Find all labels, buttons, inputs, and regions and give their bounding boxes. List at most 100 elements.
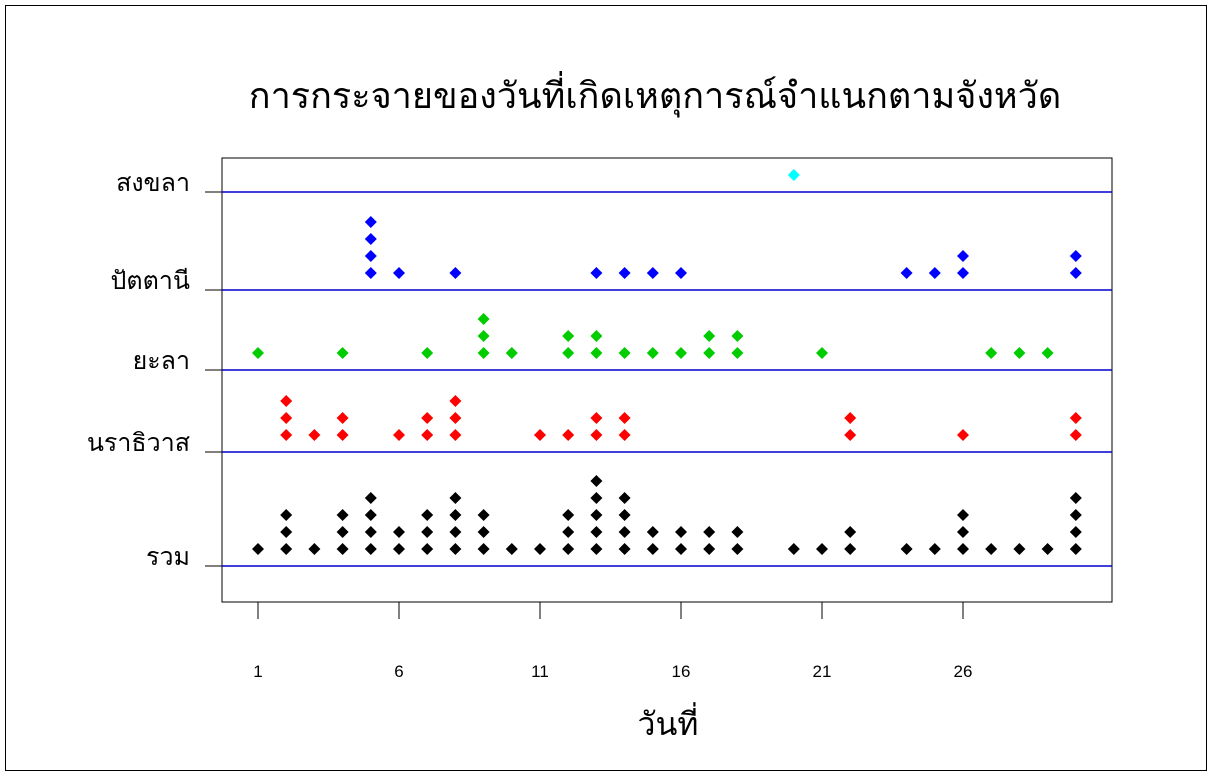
- data-point: [703, 543, 716, 555]
- data-point: [816, 543, 828, 555]
- x-tick-label: 21: [813, 662, 832, 681]
- data-point: [562, 429, 575, 441]
- data-point: [449, 429, 462, 441]
- data-point: [477, 509, 490, 521]
- data-point: [477, 347, 490, 359]
- data-point: [1069, 543, 1082, 555]
- data-point: [646, 526, 659, 538]
- data-point: [562, 526, 575, 538]
- data-point: [477, 313, 490, 325]
- data-point: [336, 543, 349, 555]
- data-point: [364, 267, 377, 279]
- data-point: [590, 543, 603, 555]
- plot-area: [221, 157, 1113, 603]
- data-point: [280, 395, 293, 407]
- y-tick-label: ปัตตานี: [111, 266, 190, 295]
- data-point: [985, 543, 998, 555]
- data-point: [844, 526, 857, 538]
- data-point: [590, 330, 603, 342]
- data-point: [421, 347, 434, 359]
- data-point: [534, 543, 546, 555]
- data-point: [505, 347, 518, 359]
- data-point: [449, 492, 462, 504]
- data-point: [364, 250, 377, 262]
- data-point: [449, 395, 462, 407]
- data-point: [675, 526, 687, 538]
- data-point: [449, 267, 462, 279]
- data-point: [336, 412, 349, 424]
- data-point: [731, 526, 744, 538]
- data-point: [590, 509, 603, 521]
- data-point: [618, 543, 631, 555]
- x-tick-label: 11: [531, 662, 549, 681]
- data-point: [393, 429, 405, 441]
- data-point: [562, 543, 575, 555]
- data-points: [252, 169, 1082, 555]
- data-point: [336, 429, 349, 441]
- data-point: [590, 412, 603, 424]
- data-point: [364, 216, 377, 228]
- data-point: [1069, 250, 1082, 262]
- data-point: [449, 509, 462, 521]
- series-3: [364, 216, 1082, 279]
- data-point: [787, 543, 800, 555]
- data-point: [421, 543, 434, 555]
- data-point: [1069, 526, 1082, 538]
- series-1: [280, 395, 1082, 441]
- data-point: [590, 475, 603, 487]
- data-point: [280, 543, 293, 555]
- data-point: [731, 330, 744, 342]
- data-point: [449, 526, 462, 538]
- data-point: [618, 267, 631, 279]
- data-point: [787, 169, 800, 181]
- series-4: [787, 169, 800, 181]
- data-point: [280, 509, 293, 521]
- chart-title: การกระจายของวันที่เกิดเหตุการณ์จำแนกตามจ…: [249, 71, 1061, 118]
- series-2: [252, 313, 1054, 359]
- data-point: [336, 509, 349, 521]
- data-point: [590, 429, 603, 441]
- data-point: [928, 267, 941, 279]
- data-point: [900, 543, 913, 555]
- data-point: [590, 347, 603, 359]
- x-axis: 1 6 11 16 21 26: [253, 602, 972, 681]
- data-point: [336, 347, 349, 359]
- data-point: [308, 429, 321, 441]
- data-point: [900, 267, 913, 279]
- data-point: [1069, 412, 1082, 424]
- data-point: [308, 543, 321, 555]
- data-point: [618, 509, 631, 521]
- data-point: [505, 543, 518, 555]
- data-point: [562, 509, 575, 521]
- data-point: [336, 526, 349, 538]
- data-point: [816, 347, 828, 359]
- data-point: [675, 543, 687, 555]
- data-point: [280, 429, 293, 441]
- category-grid-lines: [222, 191, 1112, 567]
- data-point: [1069, 429, 1082, 441]
- data-point: [252, 347, 264, 359]
- data-point: [1069, 267, 1082, 279]
- data-point: [364, 509, 377, 521]
- data-point: [393, 526, 405, 538]
- data-point: [618, 526, 631, 538]
- chart-frame: [5, 5, 1207, 771]
- data-point: [477, 526, 490, 538]
- data-point: [928, 543, 941, 555]
- data-point: [844, 412, 857, 424]
- data-point: [1013, 347, 1026, 359]
- data-point: [449, 543, 462, 555]
- data-point: [675, 267, 687, 279]
- data-point: [562, 347, 575, 359]
- series-0: [252, 475, 1082, 555]
- data-point: [731, 347, 744, 359]
- data-point: [957, 267, 969, 279]
- x-axis-label: วันที่: [638, 702, 699, 743]
- data-point: [477, 330, 490, 342]
- data-point: [280, 412, 293, 424]
- data-point: [393, 267, 405, 279]
- data-point: [844, 543, 857, 555]
- y-axis: รวม นราธิวาส ยะลา ปัตตานี สงขลา: [87, 168, 222, 571]
- data-point: [477, 543, 490, 555]
